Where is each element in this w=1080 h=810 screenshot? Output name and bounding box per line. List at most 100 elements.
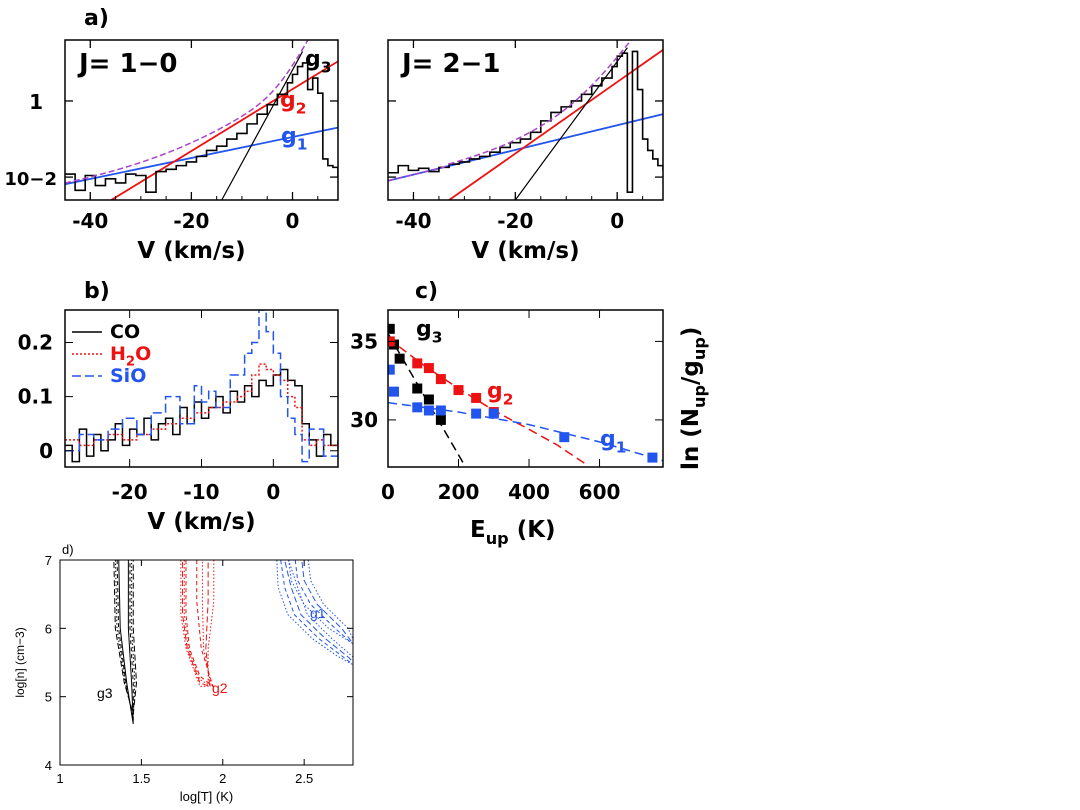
total-fit xyxy=(65,40,309,184)
fit-g3 xyxy=(514,47,628,200)
data-point-g1 xyxy=(647,452,658,463)
label-g2: g2 xyxy=(212,680,228,696)
x-tick-label: -20 xyxy=(112,480,148,504)
data-point-g1 xyxy=(412,402,423,413)
data-point-g2 xyxy=(453,385,464,396)
y-tick-label: 35 xyxy=(350,329,378,353)
spectrum-line xyxy=(65,62,338,194)
contour-g1 xyxy=(280,560,353,666)
x-axis-label: V (km/s) xyxy=(137,238,245,264)
data-point-g2 xyxy=(471,392,482,403)
contour-g1 xyxy=(284,560,353,664)
label-g3: g3 xyxy=(305,47,331,77)
y-tick-label: 7 xyxy=(45,553,52,568)
contour-g2 xyxy=(182,560,211,688)
data-point-g3 xyxy=(435,414,446,425)
label-g1: g1 xyxy=(281,124,307,154)
x-tick-label: 0 xyxy=(610,209,624,233)
spectrum-SiO xyxy=(65,310,338,463)
x-tick-label: -40 xyxy=(395,209,431,233)
plot-area xyxy=(113,560,353,725)
x-axis-label: V (km/s) xyxy=(147,509,255,535)
data-point-g2 xyxy=(423,363,434,374)
y-axis-label: ln (Nup/gup) xyxy=(678,327,709,470)
panel-d: 1 1.5 2 2.5 4 5 6 7 log[T] (K) log[n] (cm−3) d) g3 g… xyxy=(13,542,354,804)
contour-g1 xyxy=(288,560,353,645)
data-point-g3 xyxy=(423,394,434,405)
x-axis-label: V (km/s) xyxy=(471,238,579,264)
y-tick-label: 4 xyxy=(45,758,52,773)
x-axis-label: log[T] (K) xyxy=(180,789,233,804)
data-point-g3 xyxy=(394,353,405,364)
spectrum-H2O xyxy=(65,363,338,447)
label-g1: g1 xyxy=(600,427,626,457)
contour-g2 xyxy=(183,560,213,688)
label-g1: g1 xyxy=(310,605,326,621)
data-point-g1 xyxy=(388,386,399,397)
y-tick-label: 30 xyxy=(350,408,378,432)
contour-g3 xyxy=(116,560,134,721)
data-point-g1 xyxy=(423,405,434,416)
legend-label: SiO xyxy=(110,365,146,387)
label-g3: g3 xyxy=(416,317,442,347)
panel-a-2: -40 -20 0 V (km/s) J= 2−1 xyxy=(387,39,664,264)
x-tick-label: -40 xyxy=(72,209,108,233)
panel-label: a) xyxy=(84,6,109,31)
panel-label: c) xyxy=(415,279,438,304)
data-point-g1 xyxy=(471,408,482,419)
x-tick-label: -20 xyxy=(173,209,209,233)
contour-g1 xyxy=(301,560,353,645)
panel-a-1: -40 -20 0 1 10−2 V (km/s) J= 1−0 a) g3 g2 g1 xyxy=(4,6,339,264)
x-tick-label: 400 xyxy=(508,480,550,504)
axes-frame xyxy=(387,309,664,468)
panel-label: d) xyxy=(62,542,74,557)
y-axis-label: log[n] (cm−3) xyxy=(13,627,27,697)
panel-c: 0 200 400 600 30 35 Eup (K) ln (Nup/gup) c) g3 g2 g… xyxy=(350,279,709,548)
axes-frame xyxy=(387,39,664,201)
contour-g3 xyxy=(118,560,134,725)
x-tick-label: 0 xyxy=(286,209,300,233)
data-point-g3 xyxy=(412,383,423,394)
x-tick-label: 1.5 xyxy=(132,771,150,786)
fit-g3 xyxy=(221,51,304,200)
plot-area xyxy=(65,40,338,200)
y-tick-label: 5 xyxy=(45,690,52,705)
x-axis-label: Eup (K) xyxy=(470,517,556,548)
label-g2: g2 xyxy=(487,379,513,409)
y-tick-label: 6 xyxy=(45,621,52,636)
fit-g2 xyxy=(109,60,338,200)
contour-g1 xyxy=(307,560,353,641)
axes-frame xyxy=(59,559,354,766)
fit-g1 xyxy=(388,401,663,462)
x-tick-label: 0 xyxy=(266,480,280,504)
x-tick-label: 2 xyxy=(219,771,226,786)
x-tick-label: -10 xyxy=(183,480,219,504)
transition-label: J= 2−1 xyxy=(400,49,500,79)
data-point-g2 xyxy=(435,374,446,385)
contour-g1 xyxy=(276,560,353,666)
x-tick-label: 200 xyxy=(438,480,480,504)
x-tick-label: -20 xyxy=(497,209,533,233)
axes-frame xyxy=(64,39,339,201)
x-tick-label: 1 xyxy=(56,771,63,786)
y-tick-label: 1 xyxy=(29,90,43,114)
y-tick-label: 0.2 xyxy=(18,330,53,354)
spectrum-CO xyxy=(65,368,338,463)
contour-g3 xyxy=(114,560,136,718)
data-point-g1 xyxy=(488,408,499,419)
x-tick-label: 0 xyxy=(381,480,395,504)
contour-g2 xyxy=(185,560,214,688)
y-tick-label: 10−2 xyxy=(4,169,57,190)
legend-label: H2O xyxy=(110,343,151,370)
label-g2: g2 xyxy=(280,88,306,118)
data-point-g1 xyxy=(388,364,395,375)
legend-label: CO xyxy=(110,321,140,343)
y-tick-label: 0.1 xyxy=(18,385,53,409)
y-tick-label: 0 xyxy=(39,439,53,463)
x-tick-label: 600 xyxy=(579,480,621,504)
data-point-g1 xyxy=(435,405,446,416)
contour-g1 xyxy=(294,560,353,645)
